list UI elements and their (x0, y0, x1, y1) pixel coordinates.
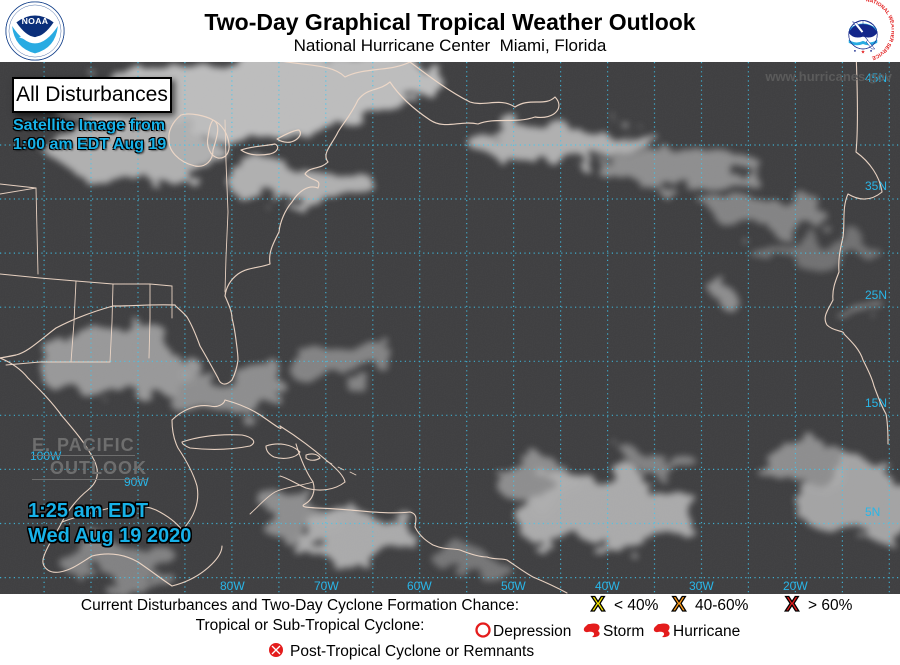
svg-text:< 40%: < 40% (614, 597, 659, 614)
svg-text:80W: 80W (220, 579, 245, 593)
svg-text:40-60%: 40-60% (695, 597, 749, 614)
svg-text:> 60%: > 60% (808, 597, 853, 614)
svg-text:X: X (672, 594, 686, 616)
svg-text:5N: 5N (865, 505, 880, 519)
svg-text:60W: 60W (407, 579, 432, 593)
svg-text:Depression: Depression (493, 623, 571, 640)
svg-text:X: X (591, 594, 605, 616)
svg-text:Tropical or Sub-Tropical Cyclo: Tropical or Sub-Tropical Cyclone: (196, 617, 425, 634)
svg-text:Storm: Storm (603, 623, 644, 640)
svg-text:50W: 50W (501, 579, 526, 593)
svg-text:30W: 30W (689, 579, 714, 593)
svg-text:15N: 15N (865, 396, 887, 410)
svg-text:20W: 20W (783, 579, 808, 593)
svg-text:25N: 25N (865, 288, 887, 302)
svg-text:Hurricane: Hurricane (673, 623, 740, 640)
svg-text:70W: 70W (314, 579, 339, 593)
svg-text:Post-Tropical Cyclone or Remna: Post-Tropical Cyclone or Remnants (290, 643, 534, 660)
svg-text:35N: 35N (865, 179, 887, 193)
svg-text:40W: 40W (595, 579, 620, 593)
svg-text:Current Disturbances and Two-D: Current Disturbances and Two-Day Cyclone… (81, 597, 519, 614)
svg-text:X: X (785, 594, 799, 616)
